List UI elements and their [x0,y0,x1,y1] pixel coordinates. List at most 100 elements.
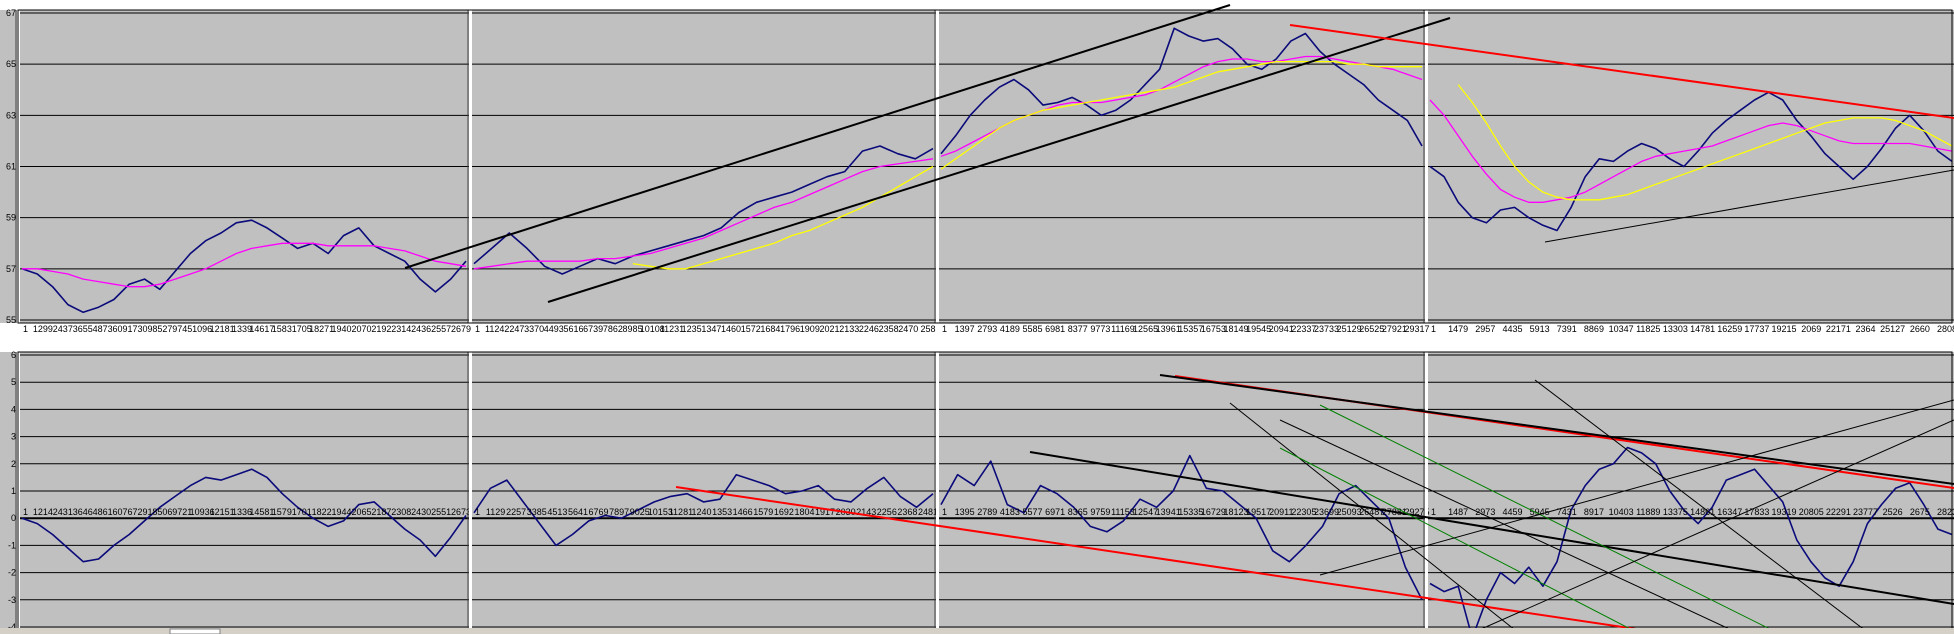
price-series [940,27,1423,155]
x-tick-label: 18123 [1224,507,1249,517]
y-tick-label: -3 [8,595,16,605]
y-tick-label: -2 [8,568,16,578]
segment-divider [936,352,939,630]
x-tick-label: 1397 [955,324,975,334]
trend-line [675,486,1671,634]
x-tick-label: 22337 [1291,324,1316,334]
x-tick-label: 12151 [210,507,235,517]
moving-average-slow [1457,84,1953,201]
y-tick-label: 3 [11,432,16,442]
x-tick-label: 6091 [113,324,133,334]
x-tick-label: 7431 [1557,507,1577,517]
price-series [473,145,934,275]
x-tick-label: 4873 [93,324,113,334]
x-tick-label: 8365 [1068,507,1088,517]
y-tick-label: 59 [6,213,16,223]
x-tick-label: 2069 [1801,324,1821,334]
x-tick-label: 25093 [1337,507,1362,517]
x-tick-label: 15335 [1178,507,1203,517]
x-tick-label: 19215 [1772,324,1797,334]
x-tick-label: 3655 [73,324,93,334]
x-tick-label: 1460 [721,324,741,334]
x-tick-label: 17737 [1744,324,1769,334]
x-tick-label: 13303 [1663,324,1688,334]
x-tick-label: 8869 [1584,324,1604,334]
x-tick-label: 4435 [1502,324,1522,334]
moving-average-fast [22,242,467,288]
segment-3: 1 1397 2793 4189 5585 6981 8377 9773 11169125651… [934,10,1430,334]
x-tick-label: 1579 [272,507,292,517]
x-tick-label: 2247 [504,324,524,334]
x-tick-label: 23699 [1314,507,1339,517]
price-series [1429,446,1953,634]
x-tick-label: 5616 [563,324,583,334]
trend-line [1544,169,1954,243]
x-tick-label: 1 [23,507,28,517]
x-tick-label: 12565 [1133,324,1158,334]
x-tick-label: 29275 [1404,507,1429,517]
x-tick-label: 1701 [292,507,312,517]
x-tick-label: 19517 [1246,507,1271,517]
x-tick-label: 2481 [918,507,938,517]
x-tick-label: 2192 [371,324,391,334]
y-tick-label: 61 [6,162,16,172]
x-tick-label: 18271 [309,324,334,334]
x-tick-label: 1353 [712,507,732,517]
x-tick-label: 19545 [1246,324,1271,334]
status-strip [0,628,1954,634]
y-tick-label: 6 [11,350,16,360]
x-tick-label: 9759 [1090,507,1110,517]
x-tick-label: 7862 [603,324,623,334]
y-tick-label: 57 [6,264,16,274]
x-tick-label: 2557 [431,324,451,334]
x-tick-label: 1336 [232,507,252,517]
x-tick-label: 8527 [152,324,172,334]
x-tick-label: 2431 [53,507,73,517]
x-tick-label: 6076 [113,507,133,517]
x-tick-label: 4183 [1000,507,1020,517]
x-tick-label: 1796 [780,324,800,334]
x-tick-label: 27921 [1382,324,1407,334]
segment-2: 1 1129 2257 3385 4513 5641 6769 7897 90251015311… [467,352,938,630]
x-tick-label: 25129 [1337,324,1362,334]
y-tick-label: 2 [11,459,16,469]
x-tick-label: 10108 [640,324,665,334]
x-tick-label: 22305 [1291,507,1316,517]
x-tick-label: 7309 [132,324,152,334]
x-tick-label: 8506 [152,507,172,517]
x-tick-label: 11825 [1636,324,1660,334]
x-tick-label: 2368 [897,507,917,517]
x-tick-label: 1479 [1448,324,1468,334]
x-tick-label: 2793 [977,324,997,334]
x-tick-label: 1 [1431,507,1436,517]
moving-average-slow [940,60,1422,170]
x-tick-label: 8917 [1584,507,1604,517]
x-tick-label: 10347 [1609,324,1634,334]
x-tick-label: 26487 [1359,507,1384,517]
trend-line [1279,447,1641,634]
trend-line [404,4,1231,269]
trend-line [1279,419,1741,634]
moving-average-fast [1429,99,1953,203]
trend-line [1319,399,1954,576]
x-tick-label: 2823 [1937,507,1954,517]
x-tick-label: 2551 [431,507,451,517]
x-tick-label: 9025 [630,507,650,517]
x-tick-label: 4513 [547,507,567,517]
segment-4: 1 1479 2957 4435 5913 7391 8869 10347 11825 13303… [1423,10,1954,334]
x-tick-label: 19319 [1772,507,1797,517]
x-tick-label: 1917 [815,507,835,517]
x-tick-label: 8985 [623,324,643,334]
x-tick-label: 22171 [1826,324,1851,334]
x-tick-label: 3370 [524,324,544,334]
segment-3: 1 1395 2789 4183 5577 6971 8365 9759 11153125471… [934,352,1430,630]
segment-divider [936,10,939,323]
y-tick-label: 63 [6,110,16,120]
x-tick-label: 1347 [701,324,721,334]
x-tick-label: 5641 [568,507,588,517]
x-tick-label: 1096 [192,324,212,334]
x-tick-label: 1909 [800,324,820,334]
x-tick-label: 2957 [1475,324,1495,334]
